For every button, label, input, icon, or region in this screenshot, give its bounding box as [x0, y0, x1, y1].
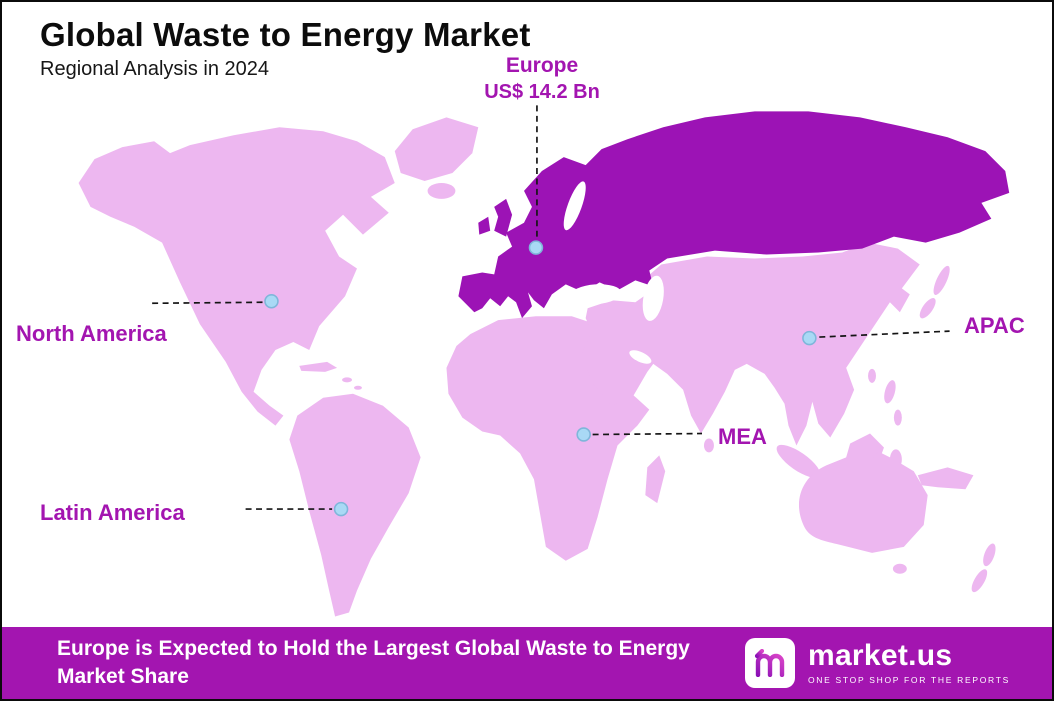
latin-america-marker [333, 501, 349, 517]
asia-landmass [581, 242, 920, 446]
taiwan-island [868, 368, 876, 383]
landmasses-light [78, 117, 996, 617]
caribbean-island [353, 385, 362, 390]
footer-banner: Europe is Expected to Hold the Largest G… [2, 627, 1052, 699]
europe-marker [528, 240, 544, 255]
ireland-highlight [478, 216, 491, 235]
brand-tagline: ONE STOP SHOP FOR THE REPORTS [807, 675, 1010, 685]
japan-island [933, 265, 950, 295]
footer-headline: Europe is Expected to Hold the Largest G… [57, 637, 690, 688]
baltic-sea [563, 181, 586, 231]
apac-label: APAC [964, 313, 1025, 338]
europe-russia-highlight [458, 111, 1010, 319]
brand-text: market.us ONE STOP SHOP FOR THE REPORTS [807, 639, 1010, 686]
north-america-landmass [78, 127, 395, 426]
caspian-sea [642, 275, 664, 321]
north-america-leader-line [152, 301, 263, 305]
north-america-marker [264, 294, 279, 309]
landmass-highlighted [458, 111, 1010, 319]
south-america-landmass [289, 393, 421, 617]
europe-label-name: Europe [505, 54, 579, 77]
philippines-island [884, 380, 896, 404]
new-guinea-island [917, 467, 974, 490]
header: Global Waste to Energy Market Regional A… [40, 16, 531, 81]
brand-lockup: market.us ONE STOP SHOP FOR THE REPORTS [744, 638, 1010, 688]
apac-marker [802, 330, 817, 346]
marketus-logo-icon [744, 638, 795, 688]
apac-leader-line [819, 330, 950, 338]
mea-marker [576, 427, 591, 442]
iceland-landmass [427, 182, 456, 199]
greenland-landmass [394, 117, 479, 181]
north-america-label: North America [16, 321, 167, 346]
tasmania-island [892, 563, 907, 574]
new-zealand-island [983, 543, 996, 567]
leader-lines [152, 105, 950, 510]
black-sea [569, 284, 622, 305]
page-subtitle: Regional Analysis in 2024 [40, 58, 270, 80]
logo-glyph [754, 649, 785, 677]
sumatra-island [776, 444, 821, 478]
philippines-island [893, 409, 902, 426]
caribbean-island [342, 377, 353, 383]
australia-landmass [798, 451, 928, 553]
japan-island [919, 298, 936, 319]
latin-america-label: Latin America [40, 500, 185, 525]
map-markers [264, 240, 817, 517]
europe-label: Europe US$ 14.2 Bn [442, 54, 642, 104]
persian-gulf [629, 350, 652, 364]
great-britain-highlight [494, 198, 513, 237]
mea-leader-line [592, 432, 703, 436]
mea-label: MEA [718, 424, 767, 449]
sea-overlays [563, 181, 664, 364]
new-zealand-island [971, 569, 988, 593]
brand-name: market.us [807, 639, 953, 672]
page-title: Global Waste to Energy Market [40, 16, 531, 53]
madagascar-landmass [645, 455, 666, 504]
sri-lanka-island [703, 438, 714, 453]
europe-label-value: US$ 14.2 Bn [484, 81, 600, 103]
cuba-landmass [299, 361, 338, 372]
